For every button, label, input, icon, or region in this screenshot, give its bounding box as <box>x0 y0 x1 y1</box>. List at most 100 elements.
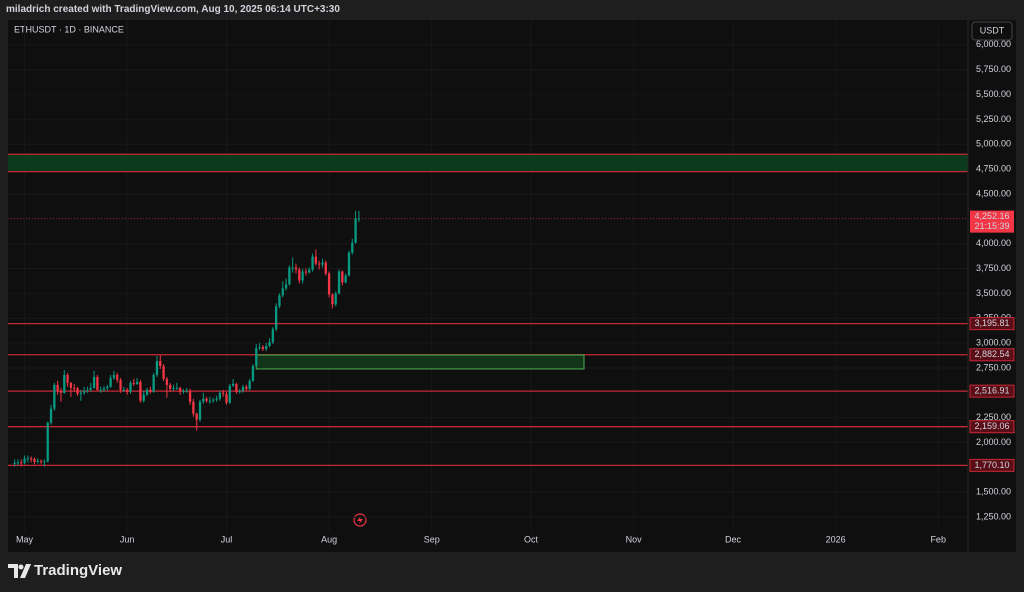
candle-body <box>321 262 324 265</box>
candle-body <box>251 365 255 381</box>
x-tick-label: Jun <box>120 534 135 544</box>
level-label-bg <box>969 348 1015 362</box>
candle-body <box>162 365 165 379</box>
candle-body <box>261 347 265 350</box>
level-label: 1,770.10 <box>974 460 1009 470</box>
candle-body <box>327 273 331 295</box>
last-price-bg <box>970 210 1014 233</box>
chart: ETHUSDT · 1D · BINANCE USDT 1,250.00 1,50… <box>8 20 1016 552</box>
y-tick-label: 4,750.00 <box>976 164 1011 174</box>
candle-body <box>69 382 73 388</box>
candle-body <box>318 263 321 265</box>
y-tick-label: 3,000.00 <box>976 337 1011 347</box>
candle-body <box>212 399 215 401</box>
x-tick-label: Oct <box>524 534 539 544</box>
candle-body <box>82 390 86 393</box>
candle-body <box>288 267 291 285</box>
candle-body <box>351 242 354 253</box>
candle-body <box>109 377 112 387</box>
y-tick-label: 3,500.00 <box>976 288 1011 298</box>
candle-body <box>59 390 63 393</box>
candle-body <box>195 413 198 420</box>
candle-body <box>86 389 89 391</box>
y-tick-label: 4,000.00 <box>976 238 1011 248</box>
currency: USDT <box>980 25 1005 35</box>
candle-body <box>49 408 53 423</box>
candle-body <box>198 401 202 420</box>
candle-body <box>314 256 318 264</box>
candle-body <box>139 381 142 401</box>
candle-body <box>149 389 152 392</box>
candle-body <box>265 346 268 350</box>
candle-body <box>248 380 251 389</box>
supply-zone <box>8 154 968 172</box>
candle-body <box>145 389 149 395</box>
candle-body <box>258 347 261 349</box>
logo-icon <box>8 564 31 578</box>
candle-body <box>357 218 361 220</box>
candle-body <box>39 460 43 462</box>
candle-body <box>36 460 39 462</box>
candle-body <box>53 384 56 409</box>
candle-body <box>274 306 278 330</box>
candle-body <box>294 267 298 270</box>
level-label: 2,516.91 <box>974 386 1009 396</box>
candle-body <box>281 288 284 296</box>
candle-body <box>13 462 16 464</box>
level-label: 2,159.06 <box>974 421 1009 431</box>
candle-body <box>208 400 212 402</box>
y-tick-label: 5,250.00 <box>976 114 1011 124</box>
candle-body <box>172 387 175 389</box>
candle-body <box>26 458 30 460</box>
candle-body <box>225 393 228 403</box>
candle-body <box>185 390 188 392</box>
candle-body <box>205 398 208 401</box>
candle-body <box>126 389 129 392</box>
x-tick-label: Aug <box>321 534 337 544</box>
candle-body <box>331 294 334 305</box>
y-tick-label: 5,500.00 <box>976 89 1011 99</box>
candle-body <box>347 252 351 276</box>
candle-body <box>268 342 271 347</box>
candle-body <box>255 348 258 366</box>
x-tick-label: Sep <box>424 534 440 544</box>
candle-body <box>215 398 218 400</box>
header: miladrich created with TradingView.com, … <box>6 4 340 15</box>
candle-body <box>235 383 238 392</box>
candle-body <box>165 378 169 385</box>
candle-body <box>152 374 155 392</box>
candle-body <box>99 389 102 391</box>
bolt-icon <box>353 513 367 527</box>
y-tick-label: 3,750.00 <box>976 263 1011 273</box>
candle-body <box>301 271 304 281</box>
candle-body <box>182 390 185 392</box>
countdown: 21:15:39 <box>974 221 1009 231</box>
level-label-bg <box>969 317 1015 331</box>
candle-body <box>192 401 195 414</box>
candle-body <box>155 361 159 375</box>
candle-body <box>341 271 344 283</box>
level-label: 3,195.81 <box>974 318 1009 328</box>
candle-body <box>20 462 23 464</box>
y-tick-label: 2,250.00 <box>976 412 1011 422</box>
candle-body <box>129 382 132 392</box>
candle-body <box>76 388 79 394</box>
y-tick-label: 4,500.00 <box>976 188 1011 198</box>
last-price-label: 4,252.16 <box>974 211 1009 221</box>
candle-body <box>222 392 225 394</box>
candle-body <box>178 387 182 392</box>
candle-body <box>16 462 20 464</box>
candle-body <box>73 387 76 389</box>
level-label: 2,882.54 <box>974 349 1009 359</box>
candle-body <box>228 385 231 403</box>
candle-body <box>92 376 96 388</box>
candle-body <box>102 388 106 390</box>
candle-body <box>119 379 122 390</box>
candle-body <box>298 269 301 281</box>
candle-body <box>291 267 294 269</box>
x-tick-label: Feb <box>930 534 946 544</box>
candle-body <box>89 387 92 390</box>
x-tick-label: Jul <box>221 534 233 544</box>
y-tick-label: 5,000.00 <box>976 139 1011 149</box>
